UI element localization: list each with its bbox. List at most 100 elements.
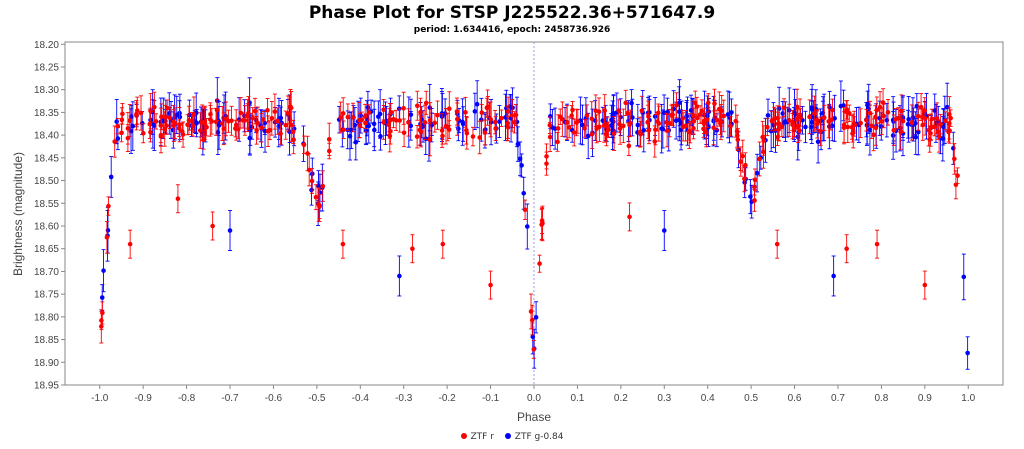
ztf-r-point bbox=[202, 119, 207, 125]
x-tick-label: 0.7 bbox=[831, 393, 845, 404]
ztf-g-point bbox=[580, 122, 585, 128]
ztf-r-point bbox=[285, 111, 291, 116]
ztf-r-point bbox=[190, 123, 196, 129]
ztf-r-point bbox=[900, 118, 906, 124]
ztf-r-point bbox=[499, 115, 504, 121]
ztf-r-point bbox=[100, 310, 105, 316]
ztf-r-point bbox=[880, 100, 886, 105]
y-tick-label: 18.45 bbox=[34, 153, 59, 164]
ztf-r-point bbox=[560, 116, 565, 122]
ztf-r-point bbox=[826, 119, 832, 124]
ztf-r-point bbox=[918, 104, 924, 110]
ztf-r-point bbox=[387, 118, 393, 124]
ztf-r-point bbox=[301, 142, 307, 148]
ztf-r-point bbox=[752, 198, 757, 203]
legend-item-ztf-g[interactable]: ZTF g-0.84 bbox=[504, 432, 563, 442]
ztf-r-point bbox=[830, 107, 835, 113]
ztf-r-point bbox=[792, 126, 797, 132]
ztf-g-point bbox=[867, 127, 873, 133]
ztf-r-point bbox=[393, 118, 399, 123]
ztf-r-point bbox=[752, 177, 758, 183]
ztf-r-point bbox=[703, 130, 709, 135]
legend-marker-blue bbox=[504, 432, 511, 439]
ztf-r-point bbox=[120, 111, 125, 117]
ztf-r-point bbox=[584, 113, 590, 118]
ztf-r-point bbox=[127, 118, 133, 123]
x-tick-label: 1.0 bbox=[961, 393, 975, 404]
ztf-g-point bbox=[635, 122, 641, 128]
ztf-r-point bbox=[797, 112, 803, 118]
ztf-r-point bbox=[415, 103, 420, 109]
ztf-r-point bbox=[233, 126, 238, 131]
ztf-g-point bbox=[832, 116, 837, 121]
ztf-r-point bbox=[597, 124, 602, 130]
ztf-r-point bbox=[674, 102, 679, 108]
ztf-r-point bbox=[690, 113, 696, 118]
x-tick-label: 0.8 bbox=[874, 393, 888, 404]
ztf-r-point bbox=[655, 110, 661, 116]
ztf-r-point bbox=[569, 113, 574, 118]
ztf-g-point bbox=[519, 163, 524, 168]
ztf-r-point bbox=[570, 107, 575, 113]
ztf-g-point bbox=[754, 170, 760, 176]
ztf-r-point bbox=[589, 116, 595, 121]
ztf-r-point bbox=[488, 117, 493, 122]
y-tick-label: 18.40 bbox=[34, 131, 59, 142]
ztf-g-point bbox=[916, 129, 921, 135]
ztf-r-point bbox=[844, 107, 850, 113]
ztf-g-point bbox=[472, 109, 478, 114]
ztf-r-point bbox=[760, 134, 765, 140]
ztf-r-point bbox=[422, 120, 428, 125]
ztf-r-point bbox=[427, 117, 433, 123]
ztf-r-point bbox=[555, 139, 560, 145]
ztf-r-point bbox=[794, 104, 800, 110]
ztf-r-point bbox=[397, 118, 403, 123]
ztf-g-point bbox=[913, 120, 918, 126]
ztf-r-point bbox=[152, 104, 157, 110]
ztf-g-point bbox=[815, 139, 821, 145]
ztf-g-point bbox=[101, 268, 106, 273]
ztf-r-point bbox=[401, 105, 406, 111]
ztf-g-point bbox=[671, 106, 676, 112]
ztf-r-point bbox=[574, 120, 579, 125]
legend-item-ztf-r[interactable]: ZTF r bbox=[460, 432, 494, 442]
ztf-r-point bbox=[909, 120, 915, 125]
ztf-r-point bbox=[757, 156, 762, 162]
ztf-r-point bbox=[470, 134, 476, 139]
x-tick-label: -0.2 bbox=[439, 393, 457, 404]
x-tick-label: -0.4 bbox=[352, 393, 370, 404]
ztf-r-point bbox=[175, 196, 181, 202]
ztf-g-point bbox=[629, 100, 634, 106]
ztf-r-point bbox=[210, 223, 215, 229]
chart-subtitle: period: 1.634416, epoch: 2458736.926 bbox=[413, 25, 611, 35]
x-tick-label: 0.5 bbox=[744, 393, 758, 404]
ztf-r-point bbox=[492, 119, 498, 125]
ztf-r-point bbox=[381, 120, 386, 125]
ztf-r-point bbox=[477, 135, 482, 140]
ztf-g-point bbox=[353, 139, 359, 145]
ztf-r-point bbox=[765, 124, 770, 130]
ztf-r-point bbox=[646, 114, 651, 119]
ztf-r-point bbox=[714, 117, 720, 123]
ztf-r-point bbox=[291, 137, 296, 143]
ztf-g-point bbox=[278, 115, 284, 121]
ztf-r-point bbox=[446, 106, 452, 112]
ztf-r-point bbox=[340, 241, 346, 247]
ztf-r-point bbox=[601, 123, 607, 128]
ztf-r-point bbox=[721, 113, 727, 119]
ztf-g-point bbox=[809, 119, 815, 125]
ztf-r-point bbox=[621, 123, 626, 129]
ztf-g-point bbox=[831, 273, 836, 279]
axis-layer: -1.0 -0.9 -0.8 -0.7 -0.6 -0.5 -0.4 -0.3 -0.2 -0.1… bbox=[34, 40, 976, 404]
ztf-g-point bbox=[547, 114, 553, 119]
ztf-r-point bbox=[664, 128, 670, 133]
ztf-r-point bbox=[694, 104, 700, 109]
ztf-r-point bbox=[582, 126, 587, 131]
ztf-r-point bbox=[885, 110, 891, 115]
y-tick-label: 18.50 bbox=[34, 176, 59, 187]
ztf-r-point bbox=[479, 110, 485, 115]
ztf-r-point bbox=[423, 100, 429, 106]
ztf-r-point bbox=[617, 121, 622, 127]
x-tick-label: 0.4 bbox=[701, 393, 715, 404]
ztf-r-point bbox=[605, 124, 610, 130]
